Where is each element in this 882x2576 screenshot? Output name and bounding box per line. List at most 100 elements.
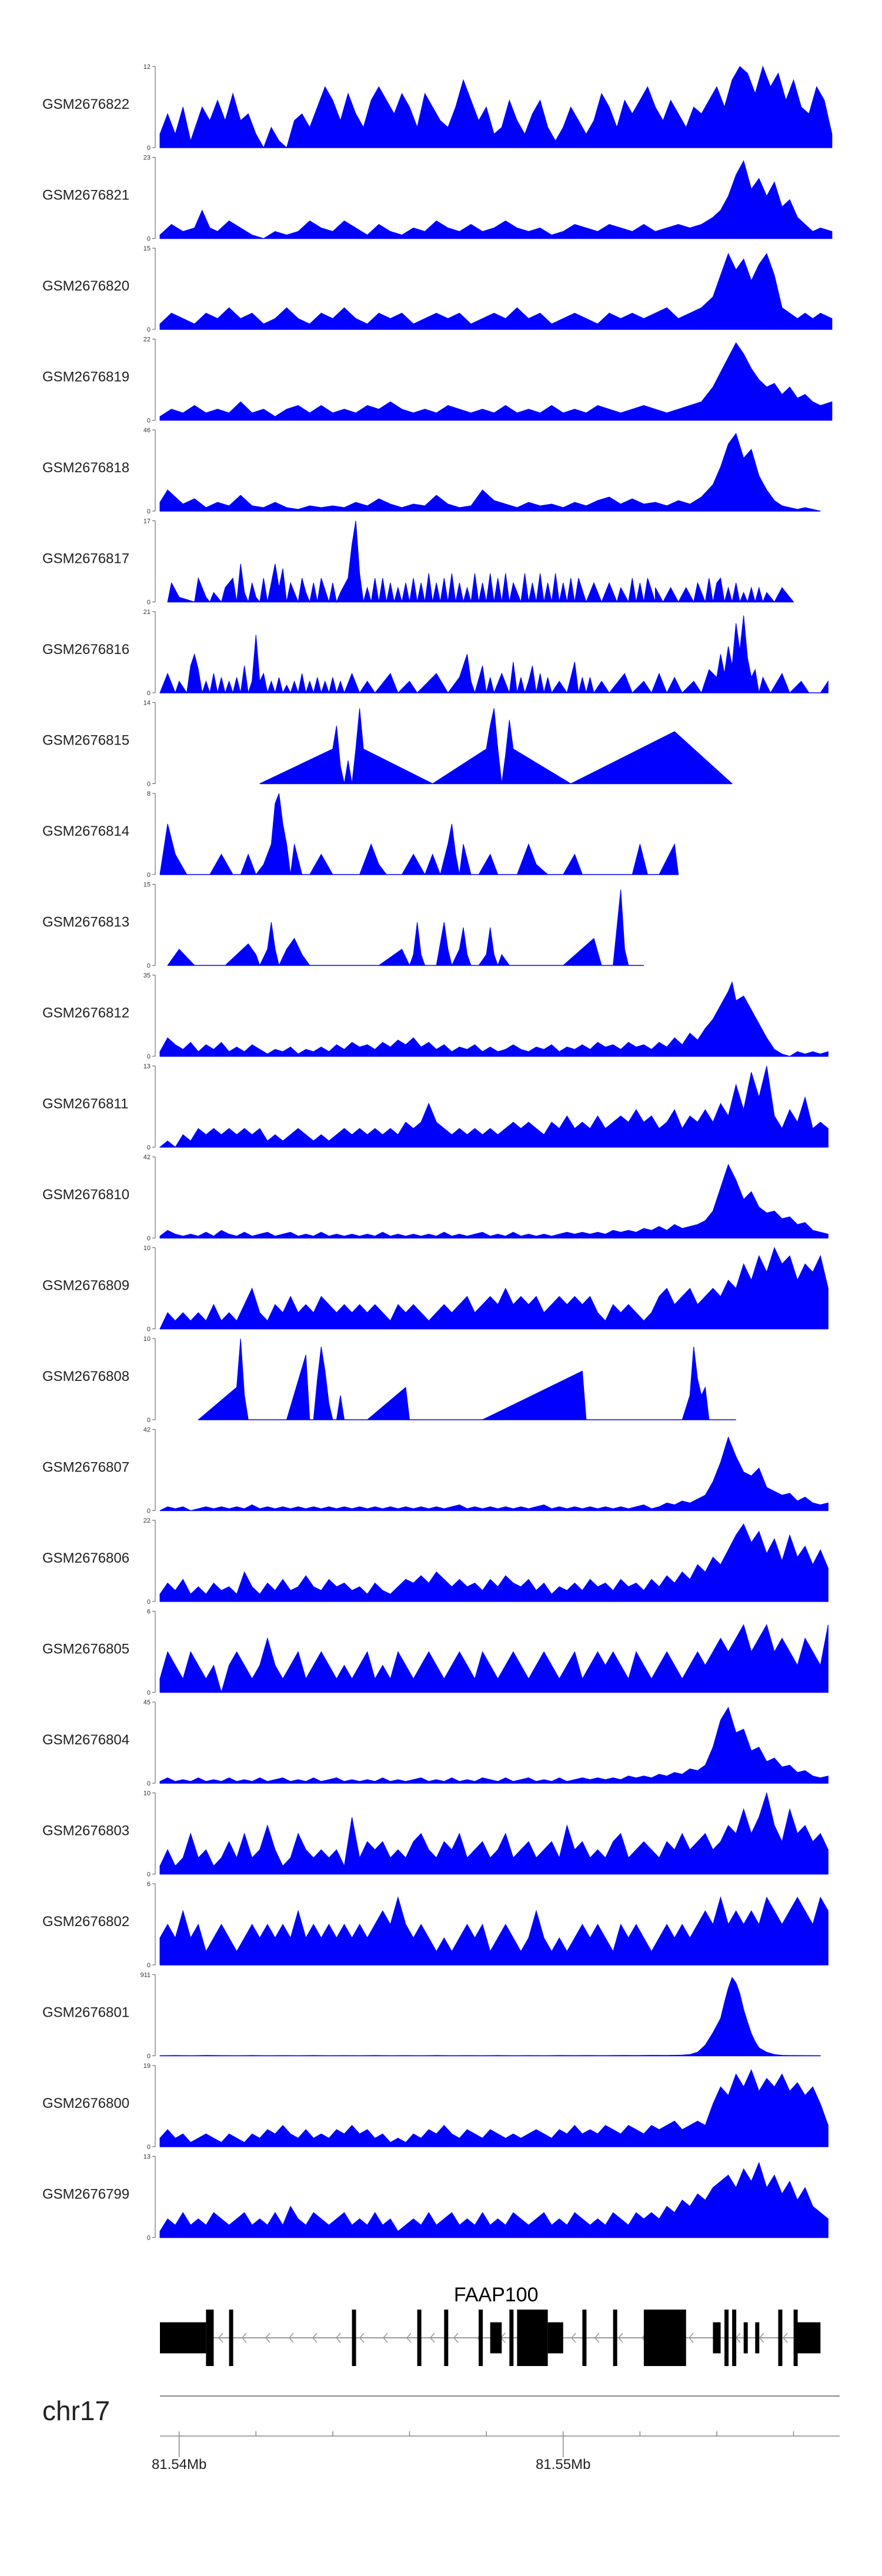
strand-arrow bbox=[453, 2333, 459, 2343]
y-max-label: 15 bbox=[143, 245, 151, 252]
sample-label: GSM2676814 bbox=[42, 823, 129, 839]
sample-label: GSM2676817 bbox=[42, 551, 129, 567]
coverage-track: GSM2676809 10 0 bbox=[42, 1245, 828, 1333]
coverage-track: GSM2676806 22 0 bbox=[42, 1517, 828, 1606]
strand-arrow bbox=[594, 2333, 600, 2343]
y-max-label: 10 bbox=[143, 1245, 151, 1252]
y-max-label: 13 bbox=[143, 1063, 151, 1070]
y-min-label: 0 bbox=[147, 1144, 151, 1152]
exon bbox=[797, 2322, 821, 2354]
strand-arrow bbox=[288, 2333, 294, 2343]
exon bbox=[352, 2310, 356, 2366]
y-max-label: 6 bbox=[147, 1881, 151, 1888]
sample-label: GSM2676805 bbox=[42, 1641, 129, 1657]
y-min-label: 0 bbox=[147, 236, 151, 243]
exon bbox=[547, 2322, 563, 2354]
coverage-area bbox=[159, 981, 828, 1057]
gene-model: FAAP100 bbox=[160, 2284, 821, 2366]
y-min-label: 0 bbox=[147, 2235, 151, 2242]
exon bbox=[713, 2322, 721, 2354]
y-min-label: 0 bbox=[147, 872, 151, 879]
y-max-label: 22 bbox=[143, 1517, 151, 1524]
coverage-track: GSM2676808 10 0 bbox=[42, 1336, 736, 1424]
coverage-area bbox=[159, 1791, 828, 1874]
y-max-label: 22 bbox=[143, 336, 151, 343]
exon bbox=[793, 2310, 798, 2366]
strand-arrow bbox=[782, 2333, 788, 2343]
exon bbox=[778, 2310, 783, 2366]
y-max-label: 21 bbox=[143, 609, 151, 616]
y-min-label: 0 bbox=[147, 326, 151, 333]
y-min-label: 0 bbox=[147, 418, 151, 425]
coverage-area bbox=[259, 708, 733, 785]
sample-label: GSM2676801 bbox=[42, 2005, 129, 2021]
exon bbox=[724, 2310, 729, 2366]
y-max-label: 42 bbox=[143, 1154, 151, 1161]
y-min-label: 0 bbox=[147, 599, 151, 606]
coverage-area bbox=[159, 2068, 828, 2147]
exon bbox=[229, 2310, 233, 2366]
coverage-track: GSM2676818 46 0 bbox=[42, 427, 821, 515]
exon bbox=[490, 2322, 502, 2354]
y-max-label: 6 bbox=[147, 1609, 151, 1616]
coverage-track: GSM2676805 6 0 bbox=[42, 1609, 828, 1697]
y-min-label: 0 bbox=[147, 2053, 151, 2060]
y-min-label: 0 bbox=[147, 690, 151, 697]
y-min-label: 0 bbox=[147, 1780, 151, 1787]
chromosome-label: chr17 bbox=[42, 2395, 110, 2426]
coverage-area bbox=[159, 160, 833, 239]
coverage-track: GSM2676822 12 0 bbox=[42, 64, 833, 152]
strand-arrow bbox=[617, 2333, 623, 2343]
coverage-area bbox=[159, 2161, 828, 2238]
coverage-area bbox=[159, 1163, 828, 1239]
coverage-area bbox=[159, 1523, 828, 1602]
coverage-area bbox=[159, 1436, 828, 1511]
strand-arrow bbox=[312, 2333, 318, 2343]
exon bbox=[444, 2310, 449, 2366]
coverage-area bbox=[159, 1896, 828, 1966]
y-max-label: 911 bbox=[140, 1972, 151, 1979]
coverage-track: GSM2676801 911 0 bbox=[42, 1972, 821, 2060]
sample-label: GSM2676816 bbox=[42, 642, 129, 658]
y-min-label: 0 bbox=[147, 1599, 151, 1606]
sample-label: GSM2676813 bbox=[42, 915, 129, 930]
coverage-area bbox=[159, 793, 679, 876]
sample-label: GSM2676809 bbox=[42, 1278, 129, 1294]
y-max-label: 14 bbox=[143, 700, 151, 707]
strand-arrow bbox=[429, 2333, 435, 2343]
sample-label: GSM2676802 bbox=[42, 1914, 129, 1930]
strand-arrow bbox=[688, 2333, 694, 2343]
coverage-area bbox=[159, 1706, 828, 1784]
sample-label: GSM2676804 bbox=[42, 1732, 129, 1748]
y-max-label: 17 bbox=[143, 518, 151, 525]
coverage-track: GSM2676816 21 0 bbox=[42, 609, 828, 697]
coverage-area bbox=[167, 520, 794, 603]
sample-label: GSM2676822 bbox=[42, 96, 129, 112]
y-max-label: 45 bbox=[143, 1699, 151, 1706]
y-min-label: 0 bbox=[147, 2144, 151, 2151]
genome-axis: chr17 81.54Mb 81.55Mb bbox=[42, 2395, 840, 2472]
y-min-label: 0 bbox=[147, 508, 151, 515]
sample-label: GSM2676811 bbox=[42, 1096, 128, 1112]
gene-track: FAAP100 bbox=[160, 2284, 821, 2366]
sample-label: GSM2676808 bbox=[42, 1369, 129, 1384]
y-min-label: 0 bbox=[147, 1690, 151, 1697]
coverage-track: GSM2676819 22 0 bbox=[42, 336, 833, 425]
strand-arrow bbox=[406, 2333, 412, 2343]
y-min-label: 0 bbox=[147, 145, 151, 152]
sample-label: GSM2676821 bbox=[42, 188, 129, 203]
sample-label: GSM2676810 bbox=[42, 1187, 129, 1203]
y-min-label: 0 bbox=[147, 1962, 151, 1969]
y-min-label: 0 bbox=[147, 1417, 151, 1424]
exon bbox=[582, 2310, 587, 2366]
sample-label: GSM2676815 bbox=[42, 733, 129, 749]
gene-label: FAAP100 bbox=[454, 2284, 539, 2306]
strand-arrow bbox=[359, 2333, 365, 2343]
coverage-area bbox=[159, 342, 833, 421]
coverage-track: GSM2676811 13 0 bbox=[42, 1063, 828, 1152]
sample-label: GSM2676800 bbox=[42, 2095, 129, 2111]
y-min-label: 0 bbox=[147, 1053, 151, 1060]
y-max-label: 13 bbox=[143, 2154, 151, 2161]
sample-label: GSM2676812 bbox=[42, 1005, 129, 1021]
